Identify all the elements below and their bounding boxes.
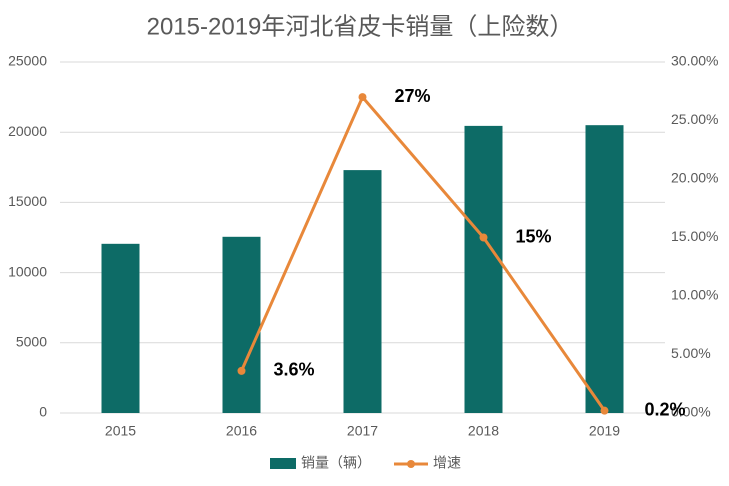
data-label: 15% xyxy=(516,226,552,246)
line-marker xyxy=(479,233,488,242)
x-tick-label: 2019 xyxy=(589,423,620,439)
data-label: 3.6% xyxy=(274,360,315,380)
y-tick-label: 15000 xyxy=(8,193,47,209)
x-tick-label: 2015 xyxy=(105,423,136,439)
y-tick-label: 25000 xyxy=(8,53,47,69)
line xyxy=(240,94,606,412)
legend-label: 增速 xyxy=(433,455,461,471)
y2-tick-label: 30.00% xyxy=(671,53,718,69)
legend-label: 销量（辆） xyxy=(301,455,371,471)
line-marker xyxy=(237,366,246,375)
data-label: 27% xyxy=(395,86,431,106)
y-tick-label: 10000 xyxy=(8,263,47,279)
line-marker xyxy=(358,93,367,102)
x-tick-label: 2017 xyxy=(347,423,378,439)
x-tick-label: 2016 xyxy=(226,423,257,439)
y2-tick-label: 10.00% xyxy=(671,287,718,303)
bar xyxy=(222,236,261,413)
chart-title: 2015-2019年河北省皮卡销量（上险数） xyxy=(147,13,574,40)
y-tick-label: 20000 xyxy=(8,123,47,139)
y2-tick-label: 15.00% xyxy=(671,228,718,244)
y2-tick-label: 0.00% xyxy=(671,404,711,420)
y2-tick-label: 20.00% xyxy=(671,170,718,186)
legend-swatch xyxy=(270,458,296,469)
legend-marker xyxy=(407,460,415,468)
y2-tick-label: 5.00% xyxy=(671,345,711,361)
bar xyxy=(343,170,382,413)
bar xyxy=(585,125,624,414)
data-label: 0.2% xyxy=(645,399,686,419)
x-tick-label: 2018 xyxy=(468,423,499,439)
y2-tick-label: 25.00% xyxy=(671,111,718,127)
y-tick-label: 5000 xyxy=(16,334,47,350)
y-tick-label: 0 xyxy=(39,404,47,420)
line-marker xyxy=(600,406,609,415)
bar xyxy=(101,243,140,413)
bar xyxy=(464,125,503,413)
